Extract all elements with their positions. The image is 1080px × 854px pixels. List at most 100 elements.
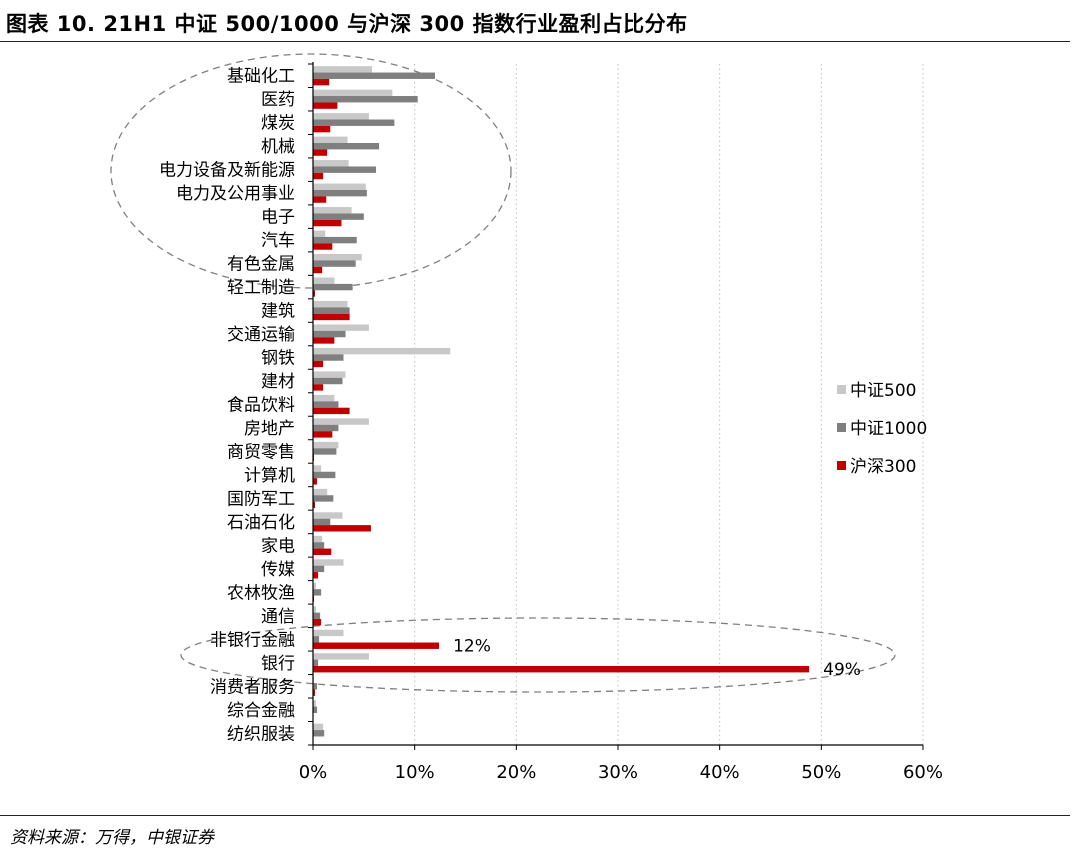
bar-中证1000-交通运输 [313, 330, 346, 338]
data-label: 49% [823, 660, 861, 680]
bar-沪深300-房地产 [313, 431, 333, 438]
bar-中证500-国防军工 [313, 488, 328, 496]
bar-沪深300-电子 [313, 219, 342, 227]
bar-中证1000-综合金融 [313, 706, 318, 713]
category-label: 纺织服装 [227, 724, 295, 744]
bar-沪深300-计算机 [313, 478, 318, 485]
category-label: 综合金融 [227, 701, 295, 721]
bar-中证500-计算机 [313, 465, 322, 472]
highlight-ellipse-top [110, 53, 512, 289]
bar-沪深300-传媒 [313, 572, 319, 579]
category-label: 消费者服务 [210, 677, 295, 697]
category-label: 煤炭 [261, 114, 295, 134]
bar-沪深300-建材 [313, 384, 324, 391]
bar-沪深300-食品饮料 [313, 407, 350, 415]
bar-中证500-钢铁 [313, 347, 451, 355]
bar-中证1000-商贸零售 [313, 448, 337, 455]
legend-swatch-中证500 [837, 385, 846, 394]
category-label: 银行 [261, 654, 295, 674]
bar-中证1000-国防军工 [313, 495, 334, 502]
bar-中证500-商贸零售 [313, 441, 339, 449]
category-label: 交通运输 [227, 325, 295, 345]
chart-axes [308, 62, 924, 750]
bar-中证1000-食品饮料 [313, 401, 339, 408]
top-rule [0, 41, 1070, 42]
chart-bars [313, 66, 810, 737]
bar-中证1000-农林牧渔 [313, 589, 322, 596]
chart-gridlines [414, 64, 924, 745]
bar-中证1000-非银行金融 [313, 636, 320, 643]
bar-中证500-电子 [313, 207, 352, 214]
bar-中证1000-计算机 [313, 471, 336, 479]
category-label: 石油石化 [227, 513, 295, 533]
bar-沪深300-交通运输 [313, 337, 335, 344]
legend-swatch-中证1000 [837, 423, 846, 432]
figure-title: 图表 10. 21H1 中证 500/1000 与沪深 300 指数行业盈利占比… [6, 12, 688, 36]
bar-中证500-煤炭 [313, 113, 369, 120]
legend-label: 沪深300 [850, 457, 916, 477]
x-tick-label: 10% [395, 762, 435, 783]
category-label: 房地产 [244, 419, 295, 439]
category-label: 汽车 [261, 231, 295, 251]
chart-legend: 中证500 中证1000 沪深300 [837, 381, 927, 477]
bar-中证500-银行 [313, 653, 369, 660]
bar-沪深300-医药 [313, 102, 338, 109]
bar-沪深300-非银行金融 [313, 642, 440, 649]
bar-中证1000-电力设备及新能源 [313, 166, 377, 173]
bar-中证500-有色金属 [313, 254, 362, 261]
category-label: 家电 [261, 536, 295, 556]
category-label: 电力及公用事业 [176, 184, 295, 204]
category-label: 有色金属 [227, 255, 295, 275]
bar-中证500-石油石化 [313, 512, 343, 519]
bar-沪深300-电力及公用事业 [313, 196, 327, 203]
highlight-ellipses [110, 53, 896, 693]
bar-中证500-纺织服装 [313, 723, 324, 731]
bar-中证1000-石油石化 [313, 518, 331, 526]
category-label: 计算机 [244, 466, 295, 486]
bar-中证1000-电力及公用事业 [313, 189, 367, 197]
category-label: 食品饮料 [227, 396, 295, 416]
bar-沪深300-机械 [313, 149, 328, 156]
category-label: 传媒 [261, 560, 295, 580]
category-labels: 基础化工医药煤炭机械电力设备及新能源电力及公用事业电子汽车有色金属轻工制造建筑交… [159, 67, 295, 745]
category-label: 通信 [261, 607, 295, 627]
bar-中证1000-机械 [313, 142, 380, 150]
bar-中证1000-通信 [313, 612, 321, 620]
bar-沪深300-有色金属 [313, 266, 323, 274]
bar-中证1000-纺织服装 [313, 730, 325, 737]
category-label: 机械 [261, 137, 295, 157]
bar-中证500-传媒 [313, 559, 344, 566]
legend-swatch-沪深300 [837, 461, 846, 470]
bar-中证500-房地产 [313, 418, 369, 425]
bar-中证500-电力设备及新能源 [313, 160, 349, 167]
source-note: 资料来源：万得，中银证券 [10, 828, 214, 848]
bar-中证500-食品饮料 [313, 394, 335, 402]
bar-沪深300-石油石化 [313, 525, 371, 532]
bar-沪深300-电力设备及新能源 [313, 172, 324, 180]
category-label: 医药 [261, 90, 295, 110]
bar-中证500-家电 [313, 535, 323, 543]
bar-沪深300-建筑 [313, 313, 350, 321]
bar-中证500-机械 [313, 136, 348, 143]
category-label: 农林牧渔 [227, 583, 295, 603]
bar-中证1000-传媒 [313, 565, 325, 573]
bar-中证500-农林牧渔 [313, 582, 317, 590]
x-tick-label: 0% [299, 762, 328, 783]
x-tick-label: 30% [598, 762, 638, 783]
bar-中证1000-家电 [313, 542, 325, 549]
bar-中证500-交通运输 [313, 324, 369, 331]
data-annotations: 12% 49% [453, 637, 861, 680]
category-label: 建材 [261, 372, 295, 392]
bar-中证500-建筑 [313, 300, 348, 308]
bar-中证1000-建材 [313, 377, 343, 385]
bar-中证1000-钢铁 [313, 354, 344, 361]
bar-中证1000-电子 [313, 213, 364, 220]
bar-中证500-非银行金融 [313, 629, 344, 637]
data-label: 12% [453, 637, 491, 657]
bar-沪深300-银行 [313, 666, 810, 673]
bar-中证1000-煤炭 [313, 119, 395, 126]
bar-中证500-汽车 [313, 230, 326, 237]
bar-中证1000-消费者服务 [313, 683, 318, 690]
bar-沪深300-轻工制造 [313, 290, 316, 297]
bar-中证1000-轻工制造 [313, 283, 353, 291]
